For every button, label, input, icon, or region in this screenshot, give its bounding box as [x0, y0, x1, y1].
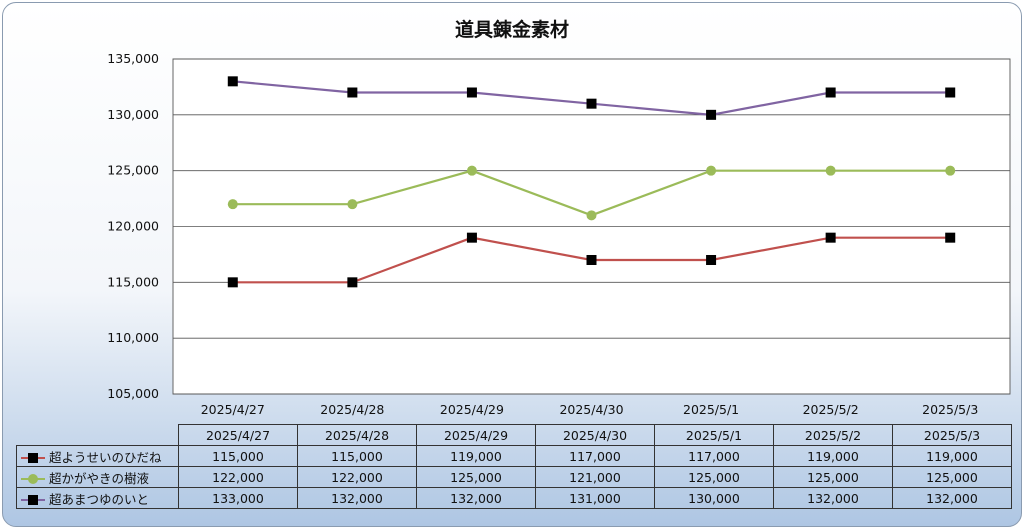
- data-point: [945, 87, 956, 98]
- table-header-cell: 2025/4/28: [297, 424, 417, 446]
- table-cell: 132,000: [297, 487, 417, 509]
- series-name: 超かがやきの樹液: [49, 470, 150, 486]
- legend-key-icon: [21, 453, 45, 463]
- data-point: [466, 165, 477, 176]
- y-tick-label: 110,000: [107, 330, 159, 345]
- y-tick-label: 105,000: [107, 386, 159, 401]
- x-tick-label: 2025/4/30: [559, 402, 623, 417]
- data-point: [227, 199, 238, 210]
- table-header-cell: 2025/4/29: [416, 424, 536, 446]
- data-point: [347, 277, 358, 288]
- series-name: 超ようせいのひだね: [49, 449, 162, 465]
- data-table: 2025/4/27 2025/4/28 2025/4/29 2025/4/30 2025…: [16, 424, 1012, 509]
- table-row: 超ようせいのひだね 115,000 115,000 119,000 117,000 117…: [16, 445, 1012, 467]
- table-cell: 131,000: [535, 487, 655, 509]
- legend-key-icon: [21, 495, 45, 505]
- data-point: [466, 87, 477, 98]
- data-point: [706, 255, 717, 265]
- table-cell: 132,000: [416, 487, 536, 509]
- table-cell: 117,000: [654, 445, 774, 467]
- table-row: 超あまつゆのいと 133,000 132,000 132,000 131,000 130,…: [16, 487, 1012, 509]
- table-header-cell: 2025/5/3: [892, 424, 1012, 446]
- data-point: [347, 199, 358, 210]
- x-tick-label: 2025/4/27: [201, 402, 265, 417]
- table-cell: 125,000: [773, 466, 893, 488]
- table-cell: 115,000: [297, 445, 417, 467]
- table-header-cell: 2025/5/2: [773, 424, 893, 446]
- y-tick-label: 135,000: [107, 51, 159, 66]
- x-tick-label: 2025/4/28: [320, 402, 384, 417]
- table-cell: 125,000: [892, 466, 1012, 488]
- table-cell: 122,000: [297, 466, 417, 488]
- data-point: [227, 76, 238, 87]
- data-point: [706, 165, 717, 176]
- legend-key-icon: [21, 474, 45, 484]
- x-tick-label: 2025/5/3: [922, 402, 978, 417]
- x-tick-label: 2025/5/1: [683, 402, 739, 417]
- y-tick-label: 130,000: [107, 107, 159, 122]
- table-cell: 119,000: [416, 445, 536, 467]
- table-cell: 121,000: [535, 466, 655, 488]
- table-corner: [16, 424, 179, 446]
- data-point: [466, 232, 477, 243]
- table-cell: 115,000: [178, 445, 298, 467]
- table-header-cell: 2025/4/30: [535, 424, 655, 446]
- data-point: [825, 165, 836, 176]
- line-chart: 105,000 110,000 115,000 120,000 125,000 130,0…: [107, 51, 1011, 417]
- table-header-row: 2025/4/27 2025/4/28 2025/4/29 2025/4/30 2025…: [16, 424, 1012, 446]
- series-name: 超あまつゆのいと: [49, 491, 150, 507]
- table-cell: 119,000: [773, 445, 893, 467]
- data-point: [945, 232, 956, 243]
- table-cell: 133,000: [178, 487, 298, 509]
- data-point: [945, 165, 956, 176]
- table-cell: 119,000: [892, 445, 1012, 467]
- table-cell: 125,000: [654, 466, 774, 488]
- table-row: 超かがやきの樹液 122,000 122,000 125,000 121,000 125,…: [16, 466, 1012, 488]
- table-cell: 132,000: [773, 487, 893, 509]
- table-header-cell: 2025/5/1: [654, 424, 774, 446]
- data-point: [586, 98, 597, 109]
- table-cell: 130,000: [654, 487, 774, 509]
- table-cell: 125,000: [416, 466, 536, 488]
- data-point: [347, 87, 358, 98]
- data-point: [825, 87, 836, 98]
- data-point: [227, 277, 238, 288]
- series-name-cell: 超あまつゆのいと: [16, 487, 179, 509]
- table-cell: 122,000: [178, 466, 298, 488]
- table-cell: 132,000: [892, 487, 1012, 509]
- series-name-cell: 超かがやきの樹液: [16, 466, 179, 488]
- y-tick-label: 120,000: [107, 219, 159, 234]
- table-cell: 117,000: [535, 445, 655, 467]
- series-name-cell: 超ようせいのひだね: [16, 445, 179, 467]
- data-point: [586, 255, 597, 265]
- data-point: [706, 109, 717, 120]
- y-tick-label: 125,000: [107, 163, 159, 178]
- y-tick-label: 115,000: [107, 274, 159, 289]
- table-header-cell: 2025/4/27: [178, 424, 298, 446]
- chart-title: 道具錬金素材: [454, 19, 569, 41]
- x-tick-label: 2025/4/29: [440, 402, 504, 417]
- data-point: [586, 210, 597, 221]
- x-tick-label: 2025/5/2: [803, 402, 859, 417]
- data-point: [825, 232, 836, 243]
